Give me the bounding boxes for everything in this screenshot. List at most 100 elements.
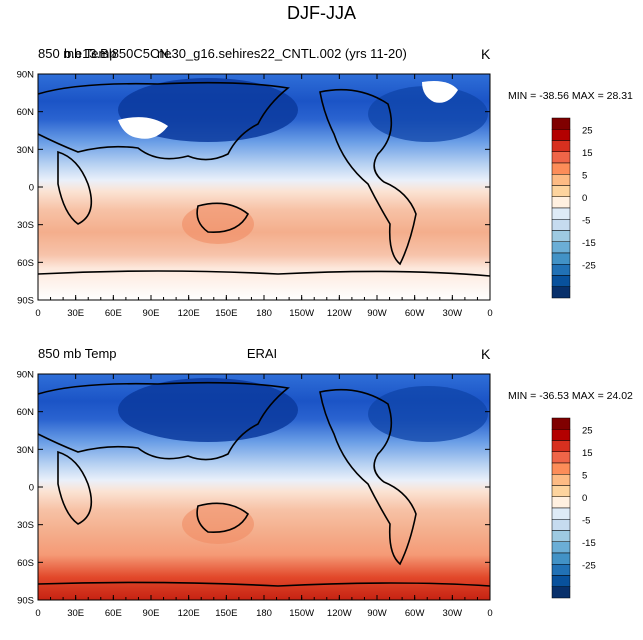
colorbar-swatch: [551, 552, 571, 565]
x-tick-label: 30W: [443, 608, 463, 619]
north-america-cold-core: [368, 386, 488, 442]
colorbar: 25 15 5 0 -5 -15 -25: [551, 117, 596, 299]
colorbar-swatch: [551, 417, 571, 430]
north-america-cold-core: [368, 86, 488, 142]
x-tick-label: 150E: [215, 608, 237, 619]
colorbar-label: 5: [582, 170, 587, 181]
x-tick-label: 150E: [215, 308, 237, 319]
map-plot: 0 30E 60E 90E 120E 150E 180 150W 120W 90W 60W 30W 0 …: [17, 70, 596, 320]
map-panel-erai: 850 mb Temp ERAI K MIN = -36.53 MAX = 24…: [0, 340, 643, 640]
x-tick-label: 60W: [405, 608, 425, 619]
dataset-label: ERAI: [246, 346, 278, 361]
y-ticks: 90N 60N 30N 0 30S 60S 90S: [17, 70, 490, 307]
colorbar-swatch: [551, 530, 571, 542]
y-tick-label: 30S: [17, 520, 34, 531]
x-tick-label: 90W: [367, 308, 387, 319]
colorbar-swatch: [551, 507, 571, 520]
colorbar-swatch: [551, 286, 571, 299]
colorbar-swatch: [551, 440, 571, 452]
colorbar-swatch: [551, 219, 571, 231]
tibet-mask: [118, 117, 168, 139]
colorbar-swatch: [551, 174, 571, 186]
colorbar-swatch: [551, 207, 571, 220]
variable-label: 850 mb Temp: [38, 346, 117, 361]
x-tick-label: 60W: [405, 308, 425, 319]
colorbar-swatch: [551, 230, 571, 242]
colorbar-swatch: [551, 519, 571, 531]
x-tick-label: 120W: [327, 608, 352, 619]
min-max-stats: MIN = -36.53 MAX = 24.02: [508, 390, 633, 402]
y-tick-label: 90N: [17, 70, 35, 81]
colorbar-swatch: [551, 541, 571, 554]
greenland-mask: [422, 81, 458, 103]
y-ticks: 90N 60N 30N 0 30S 60S 90S: [17, 370, 490, 607]
min-max-stats: MIN = -38.56 MAX = 28.31: [508, 90, 633, 102]
x-tick-label: 0: [35, 608, 40, 619]
y-tick-label: 90N: [17, 370, 35, 381]
x-tick-label: 30W: [443, 308, 463, 319]
y-tick-label: 30N: [17, 445, 35, 456]
y-tick-label: 60S: [17, 558, 34, 569]
colorbar-label: -25: [582, 560, 596, 571]
y-tick-label: 90S: [17, 596, 34, 607]
map-panel-model: 850 mb Temp b.e13.Bl850C5CN. ne30_g16.se…: [0, 40, 643, 340]
colorbar-swatch: [551, 275, 571, 287]
colorbar-label: 5: [582, 470, 587, 481]
colorbar-swatch: [551, 586, 571, 599]
x-tick-label: 0: [487, 308, 492, 319]
colorbar-swatch: [551, 564, 571, 576]
y-tick-label: 90S: [17, 296, 34, 307]
colorbar-swatch: [551, 575, 571, 587]
colorbar-label: -25: [582, 260, 596, 271]
x-ticks: 0 30E 60E 90E 120E 150E 180 150W 120W 90W 60W 30W 0: [35, 74, 493, 319]
colorbar-swatch: [551, 496, 571, 509]
colorbar-swatch: [551, 196, 571, 209]
x-tick-label: 120E: [178, 608, 200, 619]
australia-warm: [182, 204, 254, 244]
colorbar-swatch: [551, 429, 571, 441]
x-tick-label: 180: [256, 308, 272, 319]
x-tick-label: 0: [487, 608, 492, 619]
x-tick-label: 180: [256, 608, 272, 619]
x-tick-label: 60E: [105, 308, 122, 319]
colorbar-label: 25: [582, 425, 593, 436]
colorbar-label: -15: [582, 238, 596, 249]
colorbar-label: -5: [582, 515, 590, 526]
colorbar-swatch: [551, 151, 571, 164]
colorbar-swatch: [551, 451, 571, 464]
x-tick-label: 90W: [367, 608, 387, 619]
y-tick-label: 60N: [17, 407, 35, 418]
colorbar-label: -5: [582, 215, 590, 226]
map-plot: 0 30E 60E 90E 120E 150E 180 150W 120W 90W 60W 30W 0 …: [17, 370, 596, 620]
colorbar-swatch: [551, 140, 571, 152]
case-prefix-label: b.e13.Bl850C5CN.: [64, 46, 173, 61]
case-name-label: ne30_g16.sehires22_CNTL.002 (yrs 11-20): [157, 46, 407, 61]
colorbar-label: 0: [582, 193, 587, 204]
colorbar-swatch: [551, 264, 571, 276]
colorbar-label: -15: [582, 538, 596, 549]
colorbar-swatch: [551, 241, 571, 254]
x-ticks: 0 30E 60E 90E 120E 150E 180 150W 120W 90W 60W 30W 0: [35, 374, 493, 619]
australia-warm: [182, 504, 254, 544]
y-tick-label: 60S: [17, 258, 34, 269]
variable-label: 850 mb Temp: [38, 46, 117, 61]
colorbar-swatch: [551, 252, 571, 265]
x-tick-label: 30E: [67, 608, 84, 619]
colorbar-swatch: [551, 485, 571, 497]
y-tick-label: 60N: [17, 107, 35, 118]
colorbar-swatch: [551, 462, 571, 475]
x-tick-label: 120W: [327, 308, 352, 319]
colorbar-swatch: [551, 474, 571, 486]
x-tick-label: 60E: [105, 608, 122, 619]
x-tick-label: 90E: [143, 308, 160, 319]
y-tick-label: 0: [29, 183, 34, 194]
x-tick-label: 0: [35, 308, 40, 319]
unit-label: K: [481, 346, 491, 362]
colorbar-swatch: [551, 185, 571, 197]
x-tick-label: 150W: [289, 608, 314, 619]
figure-title: DJF-JJA: [287, 3, 356, 23]
y-tick-label: 30N: [17, 145, 35, 156]
x-tick-label: 120E: [178, 308, 200, 319]
x-tick-label: 150W: [289, 308, 314, 319]
colorbar-label: 15: [582, 448, 593, 459]
